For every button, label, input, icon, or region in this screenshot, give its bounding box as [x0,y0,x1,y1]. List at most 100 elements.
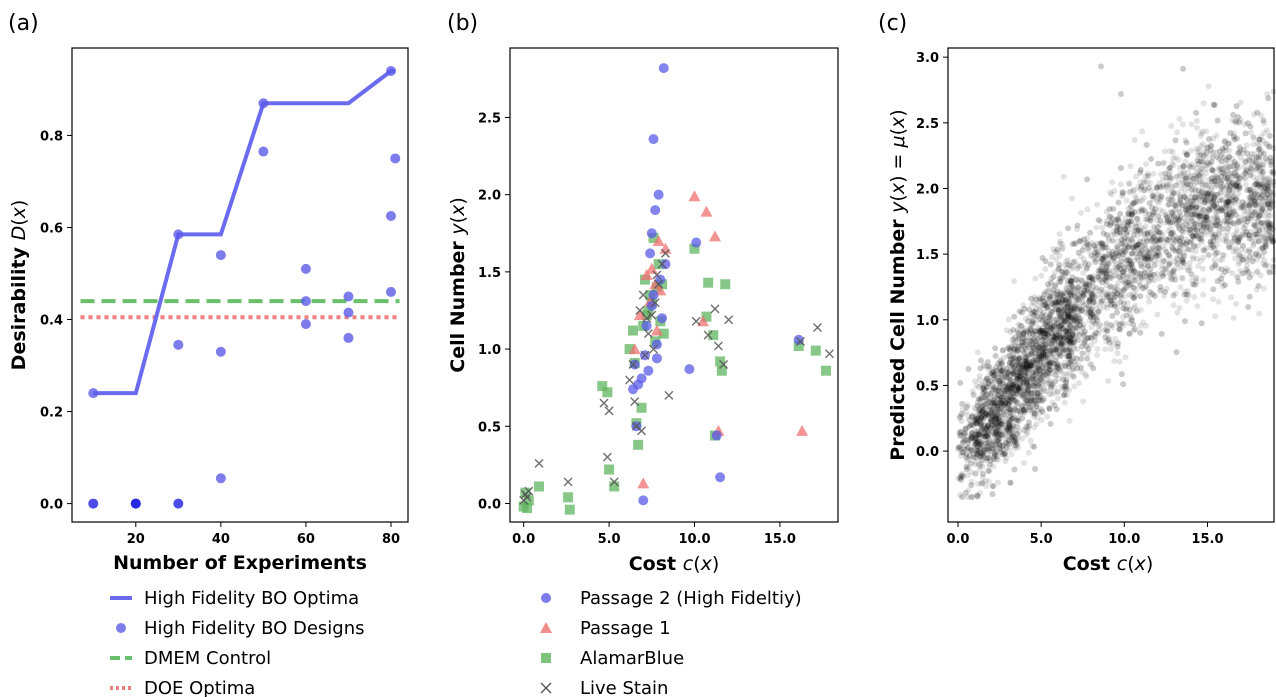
predicted-point [1190,198,1197,205]
predicted-point [1211,178,1218,185]
predicted-point [1041,337,1048,344]
predicted-point [985,467,992,474]
predicted-point [984,395,991,402]
predicted-point [1180,250,1187,257]
predicted-point [1037,328,1044,335]
passage2-point [660,259,671,270]
predicted-point [990,400,997,407]
predicted-point [1193,274,1200,281]
predicted-point [1147,235,1154,242]
predicted-point [1014,418,1021,425]
predicted-point [993,440,1000,447]
alamarblue-point [703,277,714,288]
predicted-point [1211,214,1218,221]
predicted-point [1034,414,1041,421]
predicted-point [1147,229,1154,236]
predicted-point [1221,138,1228,145]
predicted-point [1214,117,1221,124]
predicted-point [1166,270,1173,277]
predicted-point [1041,301,1048,308]
predicted-point [1169,183,1176,190]
predicted-point [962,432,969,439]
predicted-point [1188,203,1195,210]
predicted-point [1022,404,1029,411]
predicted-point [1066,417,1073,424]
predicted-point [1143,179,1150,186]
predicted-point [1118,277,1125,284]
predicted-point [1123,312,1130,319]
predicted-point [1095,308,1102,315]
predicted-point [1263,224,1270,231]
predicted-point [1043,367,1050,374]
predicted-point [1242,222,1249,229]
predicted-point [960,437,967,444]
predicted-point [1169,218,1176,225]
predicted-point [1144,248,1151,255]
predicted-point [964,401,971,408]
predicted-point [1089,284,1096,291]
predicted-point [1193,117,1200,124]
predicted-point [1259,170,1266,177]
predicted-point [1200,291,1207,298]
predicted-point [1217,220,1224,227]
predicted-point [1046,311,1053,318]
bo-design-point [215,250,226,261]
predicted-point [1192,221,1199,228]
predicted-point [1043,312,1050,319]
predicted-point [1250,134,1257,141]
predicted-point [1174,256,1181,263]
predicted-point [1040,345,1047,352]
predicted-point [1105,293,1112,300]
predicted-point [1011,313,1018,320]
predicted-point [1114,238,1121,245]
predicted-point [1175,236,1182,243]
predicted-point [1058,320,1065,327]
predicted-point [1068,300,1075,307]
predicted-point [1035,335,1042,342]
predicted-point [1257,112,1264,119]
predicted-point [1025,390,1032,397]
passage1-point [645,262,658,274]
predicted-point [1270,88,1276,95]
predicted-point [1195,146,1202,153]
predicted-point [992,370,999,377]
alamarblue-point [563,492,574,503]
predicted-point [1008,431,1015,438]
predicted-point [1155,257,1162,264]
predicted-point [1134,215,1141,222]
predicted-point [1002,386,1009,393]
predicted-point [1130,231,1137,238]
predicted-point [991,402,998,409]
predicted-point [990,483,997,490]
predicted-point [1252,231,1259,238]
predicted-point [1184,210,1191,217]
predicted-point [1174,260,1181,267]
predicted-point [1131,200,1138,207]
predicted-point [1248,191,1255,198]
predicted-point [1266,143,1273,150]
predicted-point [1209,167,1216,174]
predicted-point [1061,391,1068,398]
predicted-point [1021,339,1028,346]
predicted-point [1214,177,1221,184]
predicted-point [1129,207,1136,214]
predicted-point [1267,212,1274,219]
predicted-point [1082,371,1089,378]
panel-b-xtick-label: 10.0 [678,532,710,547]
predicted-point [1255,154,1262,161]
predicted-point [995,413,1002,420]
predicted-point [1098,246,1105,253]
predicted-point [1078,329,1085,336]
predicted-point [956,444,963,451]
predicted-point [1115,199,1122,206]
predicted-point [958,494,965,501]
predicted-point [959,400,966,407]
predicted-point [1150,246,1157,253]
predicted-point [1002,391,1009,398]
predicted-point [1033,403,1040,410]
predicted-point [1028,389,1035,396]
predicted-point [990,412,997,419]
predicted-point [1179,223,1186,230]
predicted-point [1172,202,1179,209]
predicted-point [1009,415,1016,422]
